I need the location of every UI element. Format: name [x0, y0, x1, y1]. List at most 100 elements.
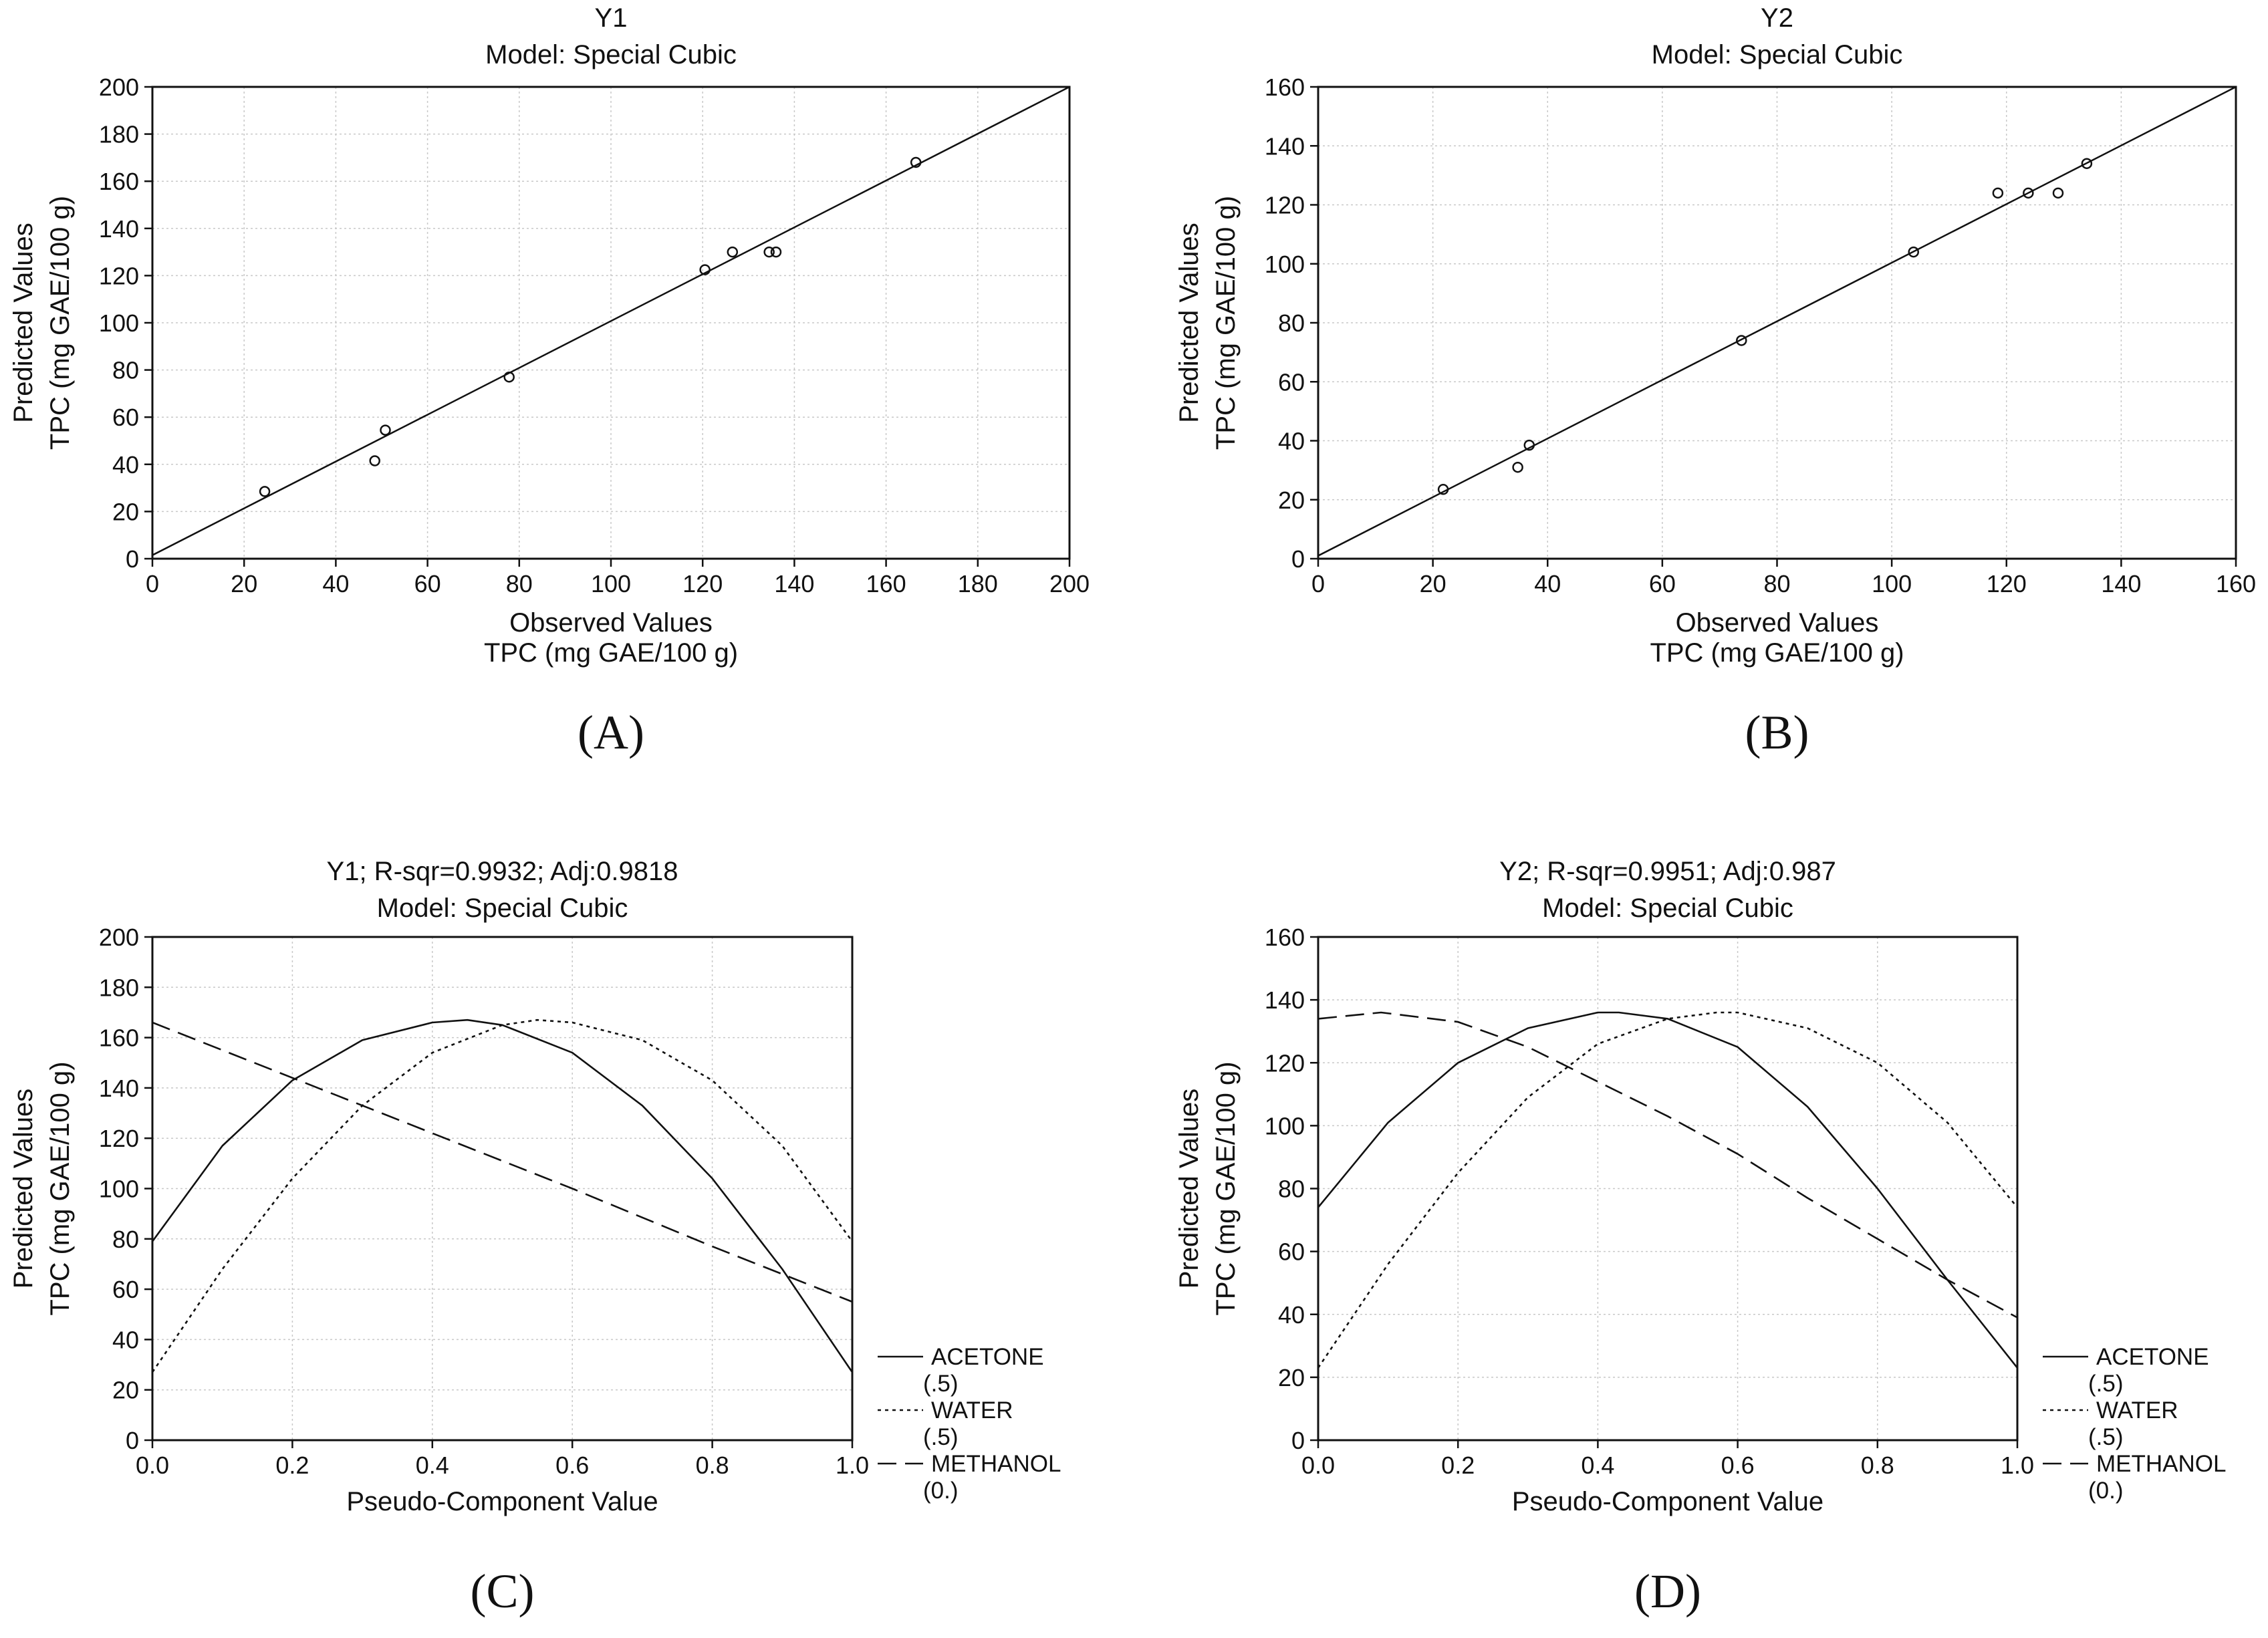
data-point: [369, 455, 380, 466]
y-axis-label-units: TPC (mg GAE/100 g): [45, 1061, 75, 1315]
x-tick-label: 40: [1534, 570, 1561, 597]
x-tick-label: 140: [2101, 570, 2141, 597]
data-point: [763, 246, 775, 258]
legend-label-methanol: METHANOL: [2096, 1451, 2226, 1477]
x-axis-label: Pseudo-Component Value: [1512, 1487, 1823, 1516]
x-tick-label: 140: [774, 570, 814, 597]
data-point: [2023, 187, 2034, 199]
y-tick-label: 40: [1278, 1301, 1305, 1329]
data-point: [910, 156, 922, 168]
y-tick-label: 120: [1265, 192, 1305, 219]
legend-note-methanol: (0.): [2088, 1478, 2124, 1504]
y-tick-label: 80: [112, 1226, 139, 1253]
y-axis-label-units: TPC (mg GAE/100 g): [1211, 1061, 1241, 1315]
data-point: [259, 486, 271, 497]
legend-label-methanol: METHANOL: [931, 1451, 1061, 1477]
x-tick-label: 120: [1987, 570, 2027, 597]
x-tick-label: 0: [146, 570, 159, 597]
y-tick-label: 60: [1278, 368, 1305, 396]
x-tick-label: 60: [414, 570, 441, 597]
x-tick-label: 20: [231, 570, 257, 597]
x-tick-label: 80: [1763, 570, 1790, 597]
legend-note-acetone: (.5): [923, 1371, 959, 1397]
chart-title: Y1; R-sqr=0.9932; Adj:0.9818: [327, 857, 678, 886]
plot-content: [152, 1018, 852, 1373]
series-line-water: [152, 1018, 852, 1373]
y-axis-label: Predicted Values: [9, 1089, 38, 1288]
x-tick-label: 0.8: [1861, 1452, 1894, 1479]
x-tick-label: 60: [1649, 570, 1676, 597]
y-axis-label: Predicted Values: [9, 223, 38, 422]
x-tick-label: 0.8: [696, 1452, 729, 1479]
y-tick-label: 40: [1278, 428, 1305, 455]
legend-label-water: WATER: [931, 1397, 1013, 1423]
x-tick-label: 0.4: [416, 1452, 449, 1479]
y-tick-label: 140: [1265, 986, 1305, 1014]
y-tick-label: 140: [1265, 132, 1305, 160]
x-tick-label: 100: [1872, 570, 1912, 597]
chart-title: Y2: [1761, 3, 1793, 33]
y-tick-label: 180: [99, 974, 139, 1001]
y-tick-label: 80: [112, 357, 139, 384]
data-point: [503, 371, 515, 383]
y-tick-label: 100: [99, 1176, 139, 1203]
y-tick-label: 140: [99, 1075, 139, 1102]
x-tick-label: 160: [866, 570, 906, 597]
chart-panel-3: 0.0 0.2 0.4 0.6 0.8 1.0 0 20 40 60 80 100 120 140 160 1…: [9, 857, 1061, 1618]
y-tick-label: 20: [112, 498, 139, 525]
data-point: [770, 246, 782, 258]
y-axis-label: Predicted Values: [1174, 1089, 1204, 1288]
y-tick-label: 60: [1278, 1238, 1305, 1266]
y-tick-label: 0: [126, 545, 139, 573]
x-axis-label-units: TPC (mg GAE/100 g): [484, 638, 738, 668]
y-tick-label: 0: [1291, 1427, 1305, 1454]
series-line-acetone: [152, 1018, 852, 1373]
legend-label-acetone: ACETONE: [2096, 1344, 2209, 1370]
x-tick-label: 0.2: [275, 1452, 309, 1479]
y-tick-label: 60: [112, 1276, 139, 1303]
data-point: [1523, 439, 1535, 451]
y-tick-label: 200: [99, 74, 139, 101]
data-point: [1908, 246, 1919, 258]
legend-note-water: (.5): [923, 1424, 959, 1450]
data-point: [2052, 187, 2064, 199]
data-point: [1437, 484, 1449, 495]
x-tick-label: 160: [2216, 570, 2256, 597]
data-point: [727, 246, 739, 258]
plot-content: [1318, 1011, 2017, 1369]
chart-panel-2: 0 20 40 60 80 100 120 140 160 0 20 40 60 80 100 120 140 1…: [1174, 3, 2256, 759]
legend-note-acetone: (.5): [2088, 1371, 2124, 1397]
y-tick-label: 160: [1265, 924, 1305, 951]
chart-subtitle: Model: Special Cubic: [377, 894, 628, 923]
x-tick-label: 0.6: [1721, 1452, 1755, 1479]
y-tick-label: 120: [99, 1125, 139, 1152]
chart-subtitle: Model: Special Cubic: [485, 40, 737, 70]
series-line-acetone: [1318, 1011, 2017, 1369]
y-tick-label: 160: [1265, 74, 1305, 101]
x-tick-label: 0.6: [555, 1452, 589, 1479]
legend-note-methanol: (0.): [923, 1478, 959, 1504]
legend-label-water: WATER: [2096, 1397, 2178, 1423]
y-tick-label: 120: [99, 262, 139, 289]
x-tick-label: 200: [1049, 570, 1090, 597]
x-axis-label-units: TPC (mg GAE/100 g): [1650, 638, 1904, 668]
y-tick-label: 40: [112, 451, 139, 479]
x-axis-label: Pseudo-Component Value: [346, 1487, 658, 1516]
y-tick-label: 60: [112, 404, 139, 431]
x-tick-label: 180: [958, 570, 998, 597]
plot-content: [152, 87, 1069, 556]
y-tick-label: 200: [99, 924, 139, 951]
x-tick-label: 0.0: [1301, 1452, 1335, 1479]
y-tick-label: 40: [112, 1326, 139, 1353]
data-point: [1512, 461, 1523, 473]
chart-subtitle: Model: Special Cubic: [1652, 40, 1903, 70]
x-tick-label: 80: [506, 570, 533, 597]
x-axis-label: Observed Values: [509, 608, 713, 638]
data-point: [699, 264, 711, 275]
y-tick-label: 140: [99, 215, 139, 243]
series-line-methanol: [152, 1021, 852, 1303]
x-tick-label: 1.0: [2001, 1452, 2034, 1479]
x-tick-label: 0: [1311, 570, 1325, 597]
panel-label: (B): [1745, 706, 1809, 759]
